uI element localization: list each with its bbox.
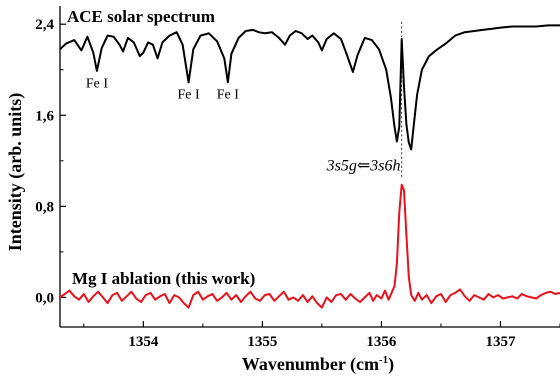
x-axis-label-main: Wavenumber (cm: [242, 354, 379, 375]
x-tick-label: 1355: [247, 334, 277, 350]
y-tick-label: 0,0: [35, 290, 54, 306]
ticks: 1354 1355 1356 1357 0,0 0,8 1,6 2,4: [35, 17, 560, 350]
labels-layer: ACE solar spectrum Mg I ablation (this w…: [67, 7, 255, 288]
series-layer: [60, 24, 560, 309]
x-axis-label: Wavenumber (cm-1): [242, 354, 394, 375]
series-line-ace: [60, 24, 560, 151]
transition-label: 3s5g⇐3s6h: [326, 157, 401, 174]
y-tick-label: 1,6: [35, 108, 54, 124]
annotation-label: Fe I: [217, 88, 240, 103]
x-axis-label-unit-exp: -1: [379, 354, 388, 366]
x-tick-label: 1357: [485, 334, 516, 350]
annotation-label: Fe I: [86, 76, 109, 91]
x-axis-label-close: ): [388, 354, 394, 375]
annotation-layer: Fe I Fe I Fe I: [86, 76, 239, 102]
y-axis-label: Intensity (arb. units): [5, 93, 26, 252]
y-tick-label: 2,4: [35, 17, 54, 33]
annotation-label: Fe I: [177, 88, 200, 103]
series-line-mg: [60, 183, 560, 309]
x-tick-label: 1354: [128, 334, 159, 350]
transition-to: 3s6h: [369, 157, 400, 174]
series-label-ace: ACE solar spectrum: [67, 7, 215, 26]
x-tick-label: 1356: [366, 334, 397, 350]
y-tick-label: 0,8: [35, 199, 54, 215]
transition-arrow: ⇐: [357, 157, 370, 174]
transition-from: 3s5g: [326, 157, 357, 174]
series-label-mg: Mg I ablation (this work): [72, 269, 255, 288]
